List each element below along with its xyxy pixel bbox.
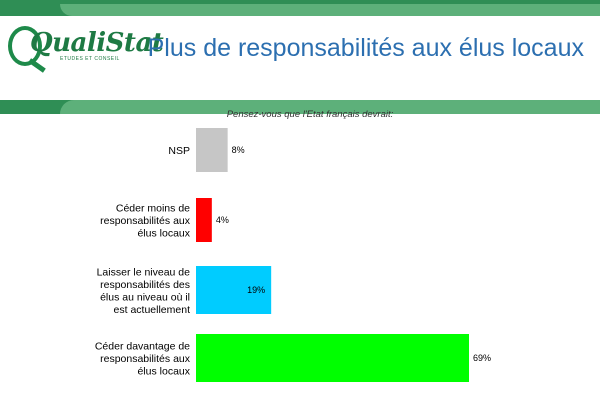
- bar-3: [196, 334, 469, 382]
- header-green-bar: [0, 100, 600, 114]
- value-label-1: 4%: [216, 215, 229, 225]
- chart-subtitle: Pensez-vous que l'Etat français devrait:: [226, 109, 394, 120]
- bar-1: [196, 198, 212, 242]
- category-label-0-0: NSP: [168, 145, 190, 157]
- header: [0, 16, 600, 114]
- category-label-1-2: élus locaux: [137, 228, 190, 240]
- logo-tagline: ETUDES ET CONSEIL: [60, 56, 120, 62]
- category-label-1-0: Céder moins de: [116, 203, 190, 215]
- bar-0: [196, 128, 228, 172]
- category-label-3-0: Céder davantage de: [95, 341, 190, 353]
- page-title: Plus de responsabilités aux élus locaux: [147, 34, 584, 62]
- top-stripe-light: [60, 4, 600, 16]
- logo-q-icon: [8, 26, 42, 66]
- category-label-2-1: responsabilités des: [100, 279, 190, 291]
- value-label-0: 8%: [232, 145, 245, 155]
- category-label-2-0: Laisser le niveau de: [97, 266, 191, 278]
- category-label-3-2: élus locaux: [137, 366, 190, 378]
- value-label-2: 19%: [247, 285, 265, 295]
- category-label-1-1: responsabilités aux: [100, 215, 191, 227]
- logo-text: QualiStat: [30, 28, 164, 58]
- category-label-2-2: élus au niveau où il: [100, 291, 190, 303]
- category-label-3-1: responsabilités aux: [100, 353, 191, 365]
- value-label-3: 69%: [473, 353, 491, 363]
- bar-2: [196, 266, 272, 314]
- category-label-2-3: est actuellement: [114, 304, 191, 316]
